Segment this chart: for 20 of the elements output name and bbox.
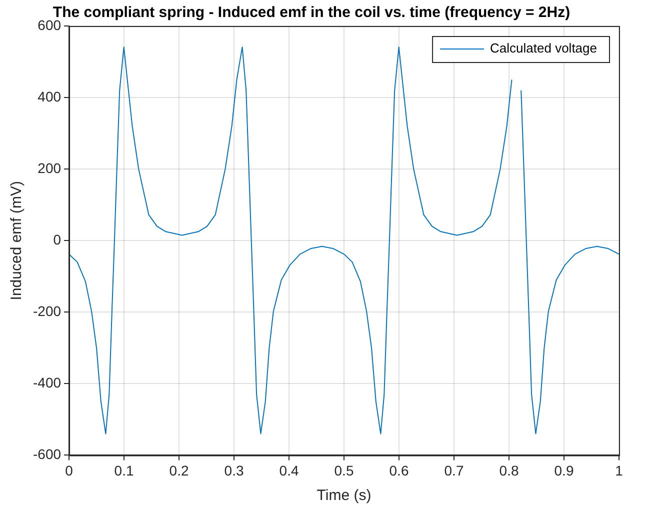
x-tick-label: 0.2 [169,462,189,478]
legend-label: Calculated voltage [490,40,598,56]
x-tick-label: 0 [65,462,74,478]
x-tick-label: 0.1 [114,462,134,478]
y-tick-label: 0 [53,231,62,248]
y-axis-title: Induced emf (mV) [8,180,26,300]
x-tick-label: 0.5 [334,462,354,478]
x-tick-label: 1 [615,462,624,478]
x-tick-label: 0.3 [224,462,244,478]
x-tick-label: 0.7 [444,462,464,478]
x-tick-label: 0.4 [279,462,299,478]
y-tick-label: 200 [38,160,62,176]
y-tick-label: -600 [32,446,62,462]
x-tick-label: 0.9 [554,462,574,478]
x-tick-label: 0.8 [499,462,519,478]
y-tick-label: -400 [32,374,62,391]
x-tick-label: 0.6 [389,462,409,478]
y-tick-label: 400 [38,88,62,104]
x-axis-title: Time (s) [316,487,372,504]
y-tick-label: -200 [32,302,62,319]
